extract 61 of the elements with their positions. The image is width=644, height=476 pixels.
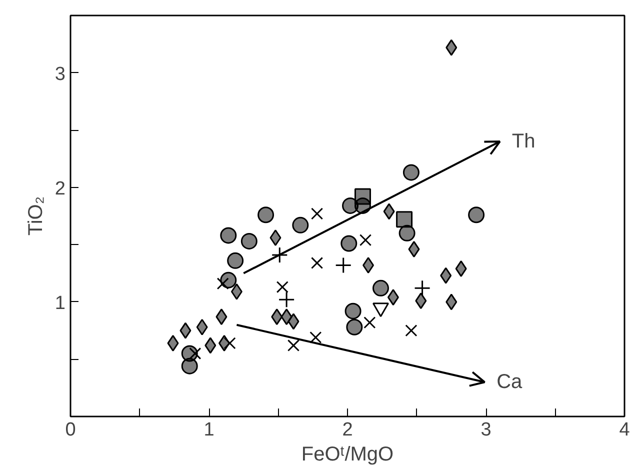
point bbox=[310, 208, 324, 220]
point bbox=[258, 206, 274, 224]
point bbox=[271, 308, 283, 326]
point bbox=[270, 230, 282, 246]
point bbox=[287, 339, 300, 352]
x-axis-title: FeOᵗ/MgO bbox=[301, 444, 394, 466]
annotation: Th bbox=[512, 130, 536, 153]
point bbox=[446, 294, 458, 310]
point bbox=[216, 308, 228, 326]
point bbox=[344, 302, 362, 320]
point bbox=[398, 224, 416, 242]
annotation: Ca bbox=[496, 371, 524, 394]
point bbox=[440, 267, 452, 284]
point bbox=[224, 337, 236, 350]
point bbox=[415, 292, 427, 310]
point bbox=[372, 280, 389, 296]
y-tick-label: 2 bbox=[54, 178, 66, 200]
y-tick-label: 1 bbox=[54, 292, 66, 314]
x-tick-label: 1 bbox=[204, 420, 214, 440]
point bbox=[230, 283, 242, 300]
point bbox=[402, 164, 420, 181]
point bbox=[240, 232, 258, 250]
point bbox=[335, 257, 352, 274]
point bbox=[196, 318, 208, 336]
point bbox=[271, 246, 288, 264]
x-tick-label: 3 bbox=[480, 420, 492, 440]
point bbox=[414, 280, 431, 296]
x-tick-label: 0 bbox=[65, 420, 76, 440]
point bbox=[218, 334, 230, 352]
x-tick-label: 2 bbox=[342, 420, 353, 440]
point bbox=[468, 206, 485, 224]
point bbox=[354, 197, 371, 214]
point bbox=[278, 291, 295, 308]
y-tick-label: 3 bbox=[54, 64, 66, 85]
point bbox=[362, 257, 374, 274]
point bbox=[455, 260, 467, 277]
point bbox=[405, 324, 418, 337]
point bbox=[181, 358, 198, 374]
point bbox=[276, 280, 288, 294]
point bbox=[220, 272, 237, 288]
point bbox=[280, 308, 292, 326]
point bbox=[204, 337, 216, 354]
point bbox=[288, 313, 300, 330]
point bbox=[387, 289, 399, 306]
point bbox=[180, 322, 192, 339]
point bbox=[292, 216, 309, 234]
point bbox=[446, 39, 458, 56]
point bbox=[310, 331, 322, 344]
point bbox=[359, 234, 372, 246]
x-tick-label: 4 bbox=[619, 420, 630, 440]
point bbox=[340, 235, 358, 252]
point bbox=[167, 334, 179, 352]
point bbox=[227, 252, 244, 269]
point bbox=[396, 211, 413, 228]
point bbox=[383, 203, 395, 220]
y-axis-title: TiO₂ bbox=[24, 196, 47, 236]
point bbox=[220, 227, 237, 244]
point bbox=[310, 256, 324, 270]
point bbox=[364, 316, 376, 329]
point bbox=[346, 318, 363, 336]
point bbox=[408, 240, 420, 258]
